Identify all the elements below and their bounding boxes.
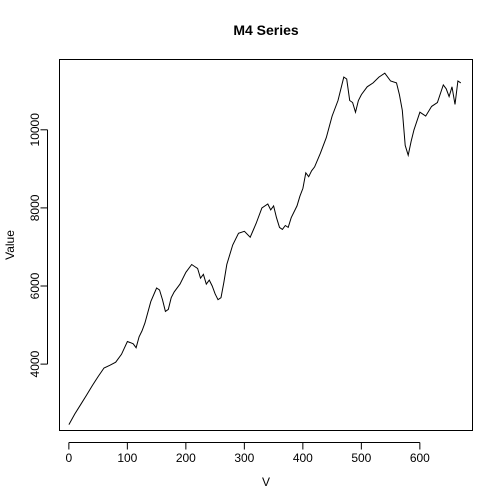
x-tick-label: 400 <box>293 451 313 465</box>
plot-frame <box>59 59 473 431</box>
y-tick-label: 6000 <box>28 272 42 299</box>
y-axis: 4000 6000 8000 10000 <box>28 113 48 377</box>
y-tick-label: 8000 <box>28 194 42 221</box>
x-tick-label: 500 <box>351 451 371 465</box>
series-layer <box>68 72 462 425</box>
x-axis-title: V <box>262 475 270 489</box>
x-axis: 0 100 200 300 400 500 600 <box>66 442 430 465</box>
x-tick-label: 100 <box>117 451 137 465</box>
x-tick-label: 200 <box>176 451 196 465</box>
x-tick-label: 600 <box>410 451 430 465</box>
x-tick-label: 0 <box>66 451 73 465</box>
chart-title: M4 Series <box>233 22 299 38</box>
y-tick-label: 4000 <box>28 350 42 377</box>
y-axis-title: Value <box>3 230 17 260</box>
x-tick-label: 300 <box>234 451 254 465</box>
y-tick-label: 10000 <box>28 113 42 147</box>
series-line <box>68 72 462 425</box>
